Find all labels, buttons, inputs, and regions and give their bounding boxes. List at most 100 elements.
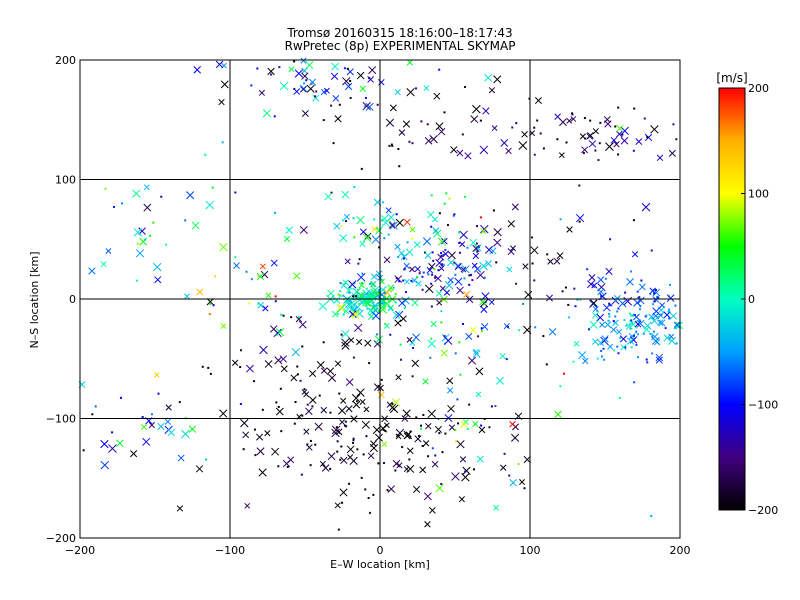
data-point-dot [576,298,579,301]
data-point-cross [218,98,225,106]
data-point-dot [311,405,314,408]
data-point-cross [132,189,141,198]
data-point-dot [342,219,345,222]
data-point-dot [533,126,536,129]
data-point-dot [653,292,656,295]
data-point-dot [471,279,474,282]
data-point-cross [333,222,341,230]
data-point-cross [456,149,464,157]
data-point-dot [426,123,429,126]
data-point-cross [327,373,337,382]
y-tick-label: −200 [46,532,76,545]
x-tick-label: −100 [215,544,245,557]
data-point-cross [473,348,479,355]
data-point-dot [565,141,568,144]
data-point-cross [398,298,407,308]
data-point-dot [352,295,355,298]
data-point-cross [353,323,363,332]
data-point-dot [376,333,379,336]
data-point-dot [464,470,467,473]
data-point-cross [472,420,479,427]
data-point-dot [454,273,457,276]
data-point-cross [348,337,355,344]
data-point-dot [643,117,646,120]
data-point-cross [509,245,517,252]
data-point-cross [669,312,678,320]
data-point-cross [573,340,580,347]
data-point-dot [668,317,671,320]
data-point-dot [388,220,391,223]
data-point-cross [377,384,384,392]
data-point-dot [340,333,343,336]
data-point-dot [280,430,283,433]
data-point-dot [250,84,253,87]
data-point-cross [130,450,138,458]
data-point-dot [495,261,498,264]
data-point-cross [500,139,509,147]
data-point-dot [303,388,306,391]
data-point-dot [382,428,385,431]
data-point-dot [322,341,325,344]
data-point-dot [397,148,400,151]
data-point-dot [651,335,654,338]
data-point-dot [430,194,433,197]
data-point-cross [610,326,618,334]
data-point-dot [452,214,455,217]
data-point-cross [616,125,624,132]
data-point-cross [374,335,384,344]
data-point-dot [454,352,457,355]
data-point-cross [439,285,446,292]
data-point-cross [283,235,291,243]
data-point-dot [632,149,635,152]
data-point-dot [631,321,634,324]
data-point-dot [338,103,341,106]
x-tick-label: −200 [65,544,95,557]
data-point-dot [376,304,379,307]
data-point-dot [470,273,473,276]
data-point-cross [427,409,436,419]
data-point-cross [314,422,323,431]
data-point-cross [673,321,680,328]
data-point-cross [610,136,618,144]
data-point-cross [323,87,330,94]
data-point-cross [556,252,564,260]
data-point-cross [638,283,646,291]
data-point-cross [240,418,249,428]
data-point-dot [299,379,302,382]
data-point-dot [397,255,400,258]
data-point-cross [301,109,309,117]
data-point-cross [404,278,410,285]
data-point-cross [597,276,605,284]
data-point-dot [208,313,211,316]
data-point-dot [600,295,603,298]
data-point-dot [300,473,303,476]
data-point-cross [295,316,303,323]
data-point-dot [638,296,641,299]
data-point-dot [352,217,355,220]
data-point-dot [657,315,660,318]
data-point-dot [398,165,401,168]
data-point-cross [262,109,272,118]
data-point-cross [205,200,215,210]
data-point-dot [273,115,276,118]
data-point-dot [415,87,418,90]
data-point-cross [154,276,162,284]
data-point-dot [135,279,138,282]
data-point-cross [389,221,398,230]
data-point-dot [275,401,278,404]
data-point-cross [395,374,402,381]
data-point-cross [220,80,229,89]
data-point-cross [279,355,288,363]
data-point-dot [339,294,342,297]
data-point-cross [371,301,379,310]
data-point-cross [260,270,269,279]
data-point-dot [184,219,187,222]
data-point-cross [475,367,484,376]
data-point-dot [475,242,478,245]
data-point-dot [404,291,407,294]
data-point-cross [362,233,372,242]
data-point-cross [301,389,308,395]
data-point-cross [343,295,352,304]
data-point-cross [472,349,481,358]
data-point-dot [434,454,437,457]
